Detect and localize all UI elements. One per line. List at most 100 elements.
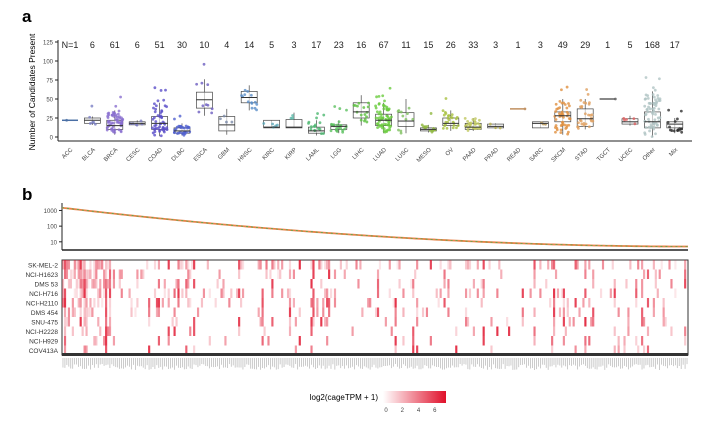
row-label: SNU-475 <box>31 319 58 326</box>
heatmap-cell <box>635 336 638 346</box>
n-label: 6 <box>135 40 140 50</box>
data-point <box>444 97 448 100</box>
heatmap-cell <box>312 260 315 270</box>
heatmap-cell <box>488 260 491 270</box>
data-point <box>666 121 670 124</box>
heatmap-cell <box>482 260 485 270</box>
heatmap-cell <box>177 288 180 298</box>
data-point <box>92 120 96 124</box>
heatmap-cell <box>105 326 108 336</box>
heatmap-cell <box>187 298 190 308</box>
heatmap-cell <box>83 279 86 289</box>
data-point <box>567 102 570 105</box>
row-label: NCI-H929 <box>29 338 58 345</box>
heatmap-cell <box>641 279 644 289</box>
x-tick-label: DLBC <box>171 147 187 163</box>
data-point <box>365 115 368 119</box>
data-point <box>173 117 176 121</box>
data-point <box>249 93 253 97</box>
heatmap-cell <box>167 288 170 298</box>
heatmap-cell <box>316 298 319 308</box>
data-point <box>376 126 379 129</box>
data-point <box>343 127 347 131</box>
x-tick-label: LUSC <box>395 147 411 163</box>
heatmap-cell <box>322 298 325 308</box>
data-point <box>465 123 469 127</box>
heatmap-cell <box>684 260 687 270</box>
heatmap-cell <box>105 298 108 308</box>
data-point <box>309 127 313 131</box>
x-tick-label: SARC <box>529 147 546 164</box>
heatmap-cell <box>500 269 503 279</box>
heatmap-cell <box>641 260 644 270</box>
heatmap-cell <box>271 317 274 327</box>
data-point <box>106 112 110 115</box>
x-tick-label: TGCT <box>596 147 612 163</box>
data-point <box>377 112 381 116</box>
heatmap-cell <box>173 326 176 336</box>
heatmap-cell <box>71 326 74 336</box>
data-point <box>153 110 157 114</box>
heatmap-cell <box>416 298 419 308</box>
heatmap-cell <box>333 269 337 279</box>
heatmap-cell <box>153 260 157 270</box>
heatmap-cell <box>662 317 665 327</box>
n-label: 1 <box>515 40 520 50</box>
x-tick-label: LIHC <box>352 147 366 161</box>
heatmap-bottom-bar <box>62 353 688 356</box>
data-point <box>366 105 370 109</box>
heatmap-cell <box>490 345 493 355</box>
heatmap-cell <box>369 298 372 308</box>
heatmap-cell <box>65 260 69 270</box>
heatmap-cell <box>590 317 593 327</box>
n-label: 3 <box>493 40 498 50</box>
heatmap-cell <box>562 288 565 298</box>
data-point <box>374 116 378 120</box>
heatmap-cell <box>466 317 470 327</box>
heatmap-cell <box>77 298 80 308</box>
heatmap-cell <box>660 260 663 270</box>
data-point <box>645 107 649 111</box>
heatmap-cell <box>155 298 159 308</box>
heatmap-cell <box>435 288 438 298</box>
y-tick-label: 0 <box>50 136 54 142</box>
heatmap-cell <box>65 317 69 327</box>
heatmap-cell <box>320 317 323 327</box>
data-point <box>582 101 586 104</box>
data-point <box>478 123 482 127</box>
data-point <box>591 119 595 123</box>
heatmap-cell <box>554 269 558 279</box>
data-point <box>385 108 389 112</box>
heatmap-cell <box>85 279 88 289</box>
heatmap-cell <box>238 288 241 298</box>
heatmap-cell <box>187 279 190 289</box>
x-tick-label: ESCA <box>193 147 209 163</box>
x-tick-label: MESO <box>416 147 433 164</box>
heatmap-cell <box>394 307 397 317</box>
data-point <box>113 111 116 115</box>
data-point <box>455 126 458 130</box>
heatmap-cell <box>414 269 417 279</box>
data-point <box>558 99 562 103</box>
legend-tick-label: 4 <box>417 408 421 414</box>
heatmap-cell <box>357 279 360 289</box>
data-point <box>466 129 470 132</box>
heatmap-cell <box>343 269 346 279</box>
data-point <box>667 108 671 112</box>
data-point <box>362 106 366 109</box>
data-point <box>210 111 214 115</box>
heatmap-cell <box>63 317 67 327</box>
data-point <box>654 104 658 108</box>
n-label: 61 <box>110 40 120 50</box>
heatmap-cell <box>553 260 556 270</box>
data-point <box>654 132 657 136</box>
heatmap-cell <box>322 307 325 317</box>
data-point <box>365 120 369 124</box>
data-point <box>184 124 188 128</box>
n-label: 1 <box>605 40 610 50</box>
data-point <box>584 122 588 126</box>
heatmap-cell <box>553 298 556 308</box>
data-point <box>401 114 405 118</box>
data-point <box>567 123 571 127</box>
heatmap-cell <box>613 298 616 308</box>
